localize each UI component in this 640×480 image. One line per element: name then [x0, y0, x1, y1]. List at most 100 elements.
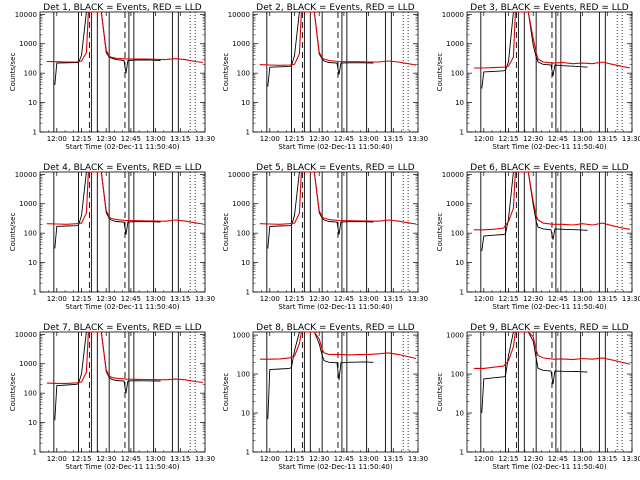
x-tick-label: 12:15	[284, 455, 304, 463]
chart-panel: Det 2, BLACK = Events, RED = LLD 12:00 12:…	[222, 3, 428, 151]
x-axis-label: Start Time (02-Dec-11 11:50:40)	[65, 143, 179, 151]
y-tick-label: 1	[246, 289, 250, 297]
y-tick-label: 100	[237, 230, 250, 238]
chart-panel: Det 1, BLACK = Events, RED = LLD 12:00 12:…	[9, 3, 215, 151]
x-tick-label: 12:30	[309, 295, 329, 303]
plot-frame	[252, 171, 419, 293]
chart-title: Det 8, BLACK = Events, RED = LLD	[256, 323, 415, 333]
y-tick-label: 10	[455, 259, 464, 267]
x-tick-label: 12:15	[71, 135, 91, 143]
y-axis-label: Counts/sec	[436, 213, 444, 252]
lld-series-line	[259, 332, 417, 360]
x-tick-label: 13:30	[408, 135, 428, 143]
y-tick-label: 100	[451, 230, 464, 238]
y-tick-label: 1	[246, 129, 250, 137]
chart-title: Det 1, BLACK = Events, RED = LLD	[43, 3, 202, 13]
chart-panel: Det 3, BLACK = Events, RED = LLD 12:00 12:…	[436, 3, 640, 151]
x-axis-label: Start Time (02-Dec-11 11:50:40)	[65, 303, 179, 311]
x-tick-label: 13:00	[359, 135, 379, 143]
x-tick-label: 12:45	[548, 295, 568, 303]
y-tick-label: 1	[460, 289, 464, 297]
y-tick-label: 1000	[19, 360, 37, 368]
x-tick-label: 13:00	[573, 295, 593, 303]
x-tick-label: 12:45	[334, 135, 354, 143]
y-tick-label: 10	[455, 99, 464, 107]
lld-series-line	[473, 332, 631, 369]
plot-data	[46, 332, 204, 452]
x-tick-label: 12:00	[260, 295, 280, 303]
x-tick-label: 13:30	[622, 455, 640, 463]
events-series-line	[54, 332, 161, 421]
chart-title: Det 4, BLACK = Events, RED = LLD	[43, 163, 202, 173]
x-tick-label: 12:15	[71, 295, 91, 303]
y-tick-label: 10000	[15, 171, 37, 179]
chart-panel: Det 9, BLACK = Events, RED = LLD 12:00 12:…	[436, 323, 640, 471]
x-tick-label: 13:30	[195, 455, 215, 463]
x-tick-label: 13:00	[146, 455, 166, 463]
y-tick-label: 10000	[15, 331, 37, 339]
y-axis-label: Counts/sec	[222, 213, 230, 252]
lld-series-line	[46, 172, 204, 225]
y-tick-label: 1000	[446, 200, 464, 208]
x-axis-label: Start Time (02-Dec-11 11:50:40)	[278, 303, 392, 311]
y-axis-label: Counts/sec	[9, 53, 17, 92]
y-tick-label: 1000	[232, 332, 250, 340]
x-tick-label: 12:00	[474, 455, 494, 463]
events-series-line	[54, 172, 161, 249]
plot-data	[473, 12, 631, 132]
x-tick-label: 12:00	[260, 135, 280, 143]
x-tick-label: 12:00	[47, 295, 67, 303]
x-tick-label: 12:15	[71, 455, 91, 463]
events-series-line	[267, 172, 374, 249]
y-tick-label: 1000	[19, 200, 37, 208]
x-tick-label: 12:45	[121, 455, 141, 463]
plot-frame	[466, 331, 633, 453]
x-tick-label: 12:30	[523, 455, 543, 463]
x-tick-label: 12:30	[96, 455, 116, 463]
plot-data	[259, 172, 417, 292]
y-tick-label: 1000	[19, 40, 37, 48]
y-tick-label: 1000	[446, 332, 464, 340]
y-tick-label: 10	[28, 99, 37, 107]
x-tick-label: 12:15	[498, 455, 518, 463]
events-series-line	[481, 172, 588, 251]
y-tick-label: 10000	[228, 11, 250, 19]
x-axis-label: Start Time (02-Dec-11 11:50:40)	[278, 143, 392, 151]
x-tick-label: 12:30	[523, 135, 543, 143]
y-tick-label: 10	[455, 410, 464, 418]
plot-frame	[252, 11, 419, 133]
x-tick-label: 12:00	[47, 135, 67, 143]
x-tick-label: 12:30	[96, 295, 116, 303]
lld-series-line	[259, 172, 417, 225]
plot-data	[259, 332, 417, 452]
chart-title: Det 7, BLACK = Events, RED = LLD	[43, 323, 202, 333]
chart-title: Det 2, BLACK = Events, RED = LLD	[256, 3, 415, 13]
x-tick-label: 12:00	[474, 295, 494, 303]
y-tick-label: 100	[237, 371, 250, 379]
y-tick-label: 100	[24, 230, 37, 238]
y-tick-label: 10000	[228, 171, 250, 179]
x-tick-label: 13:15	[383, 135, 403, 143]
x-tick-label: 12:30	[523, 295, 543, 303]
y-axis-label: Counts/sec	[9, 213, 17, 252]
y-tick-label: 10	[28, 419, 37, 427]
x-tick-label: 12:15	[498, 295, 518, 303]
x-tick-label: 12:45	[548, 455, 568, 463]
x-tick-label: 13:30	[195, 135, 215, 143]
plot-frame	[39, 11, 206, 133]
x-tick-label: 13:15	[597, 295, 617, 303]
y-tick-label: 10000	[442, 11, 464, 19]
y-tick-label: 1000	[232, 40, 250, 48]
x-tick-label: 13:30	[622, 295, 640, 303]
events-series-line	[267, 12, 374, 87]
y-tick-label: 100	[24, 70, 37, 78]
x-tick-label: 12:00	[260, 455, 280, 463]
lld-series-line	[259, 12, 417, 66]
x-tick-label: 13:00	[573, 455, 593, 463]
y-tick-label: 10	[28, 259, 37, 267]
chart-title: Det 6, BLACK = Events, RED = LLD	[470, 163, 629, 173]
x-tick-label: 13:00	[573, 135, 593, 143]
plot-frame	[466, 171, 633, 293]
x-tick-label: 13:00	[359, 455, 379, 463]
